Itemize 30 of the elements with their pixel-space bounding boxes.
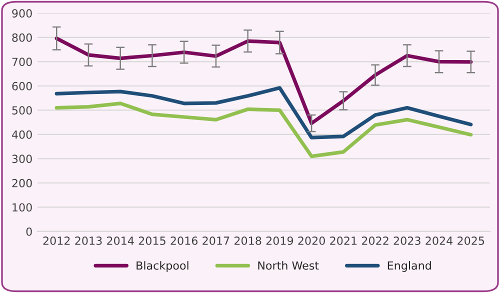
y-tick-label: 500 [12,106,32,115]
legend-label: England [388,261,431,272]
y-tick-label: 300 [12,154,32,164]
y-tick-label: 700 [12,58,32,66]
x-tick-label: 2025 [458,236,484,245]
y-tick-label: 200 [12,178,32,188]
legend-label: Blackpool [136,261,188,272]
y-tick-label: 600 [12,82,32,90]
x-tick-label: 2014 [107,236,134,245]
x-tick-label: 2012 [43,236,70,245]
y-tick-label: 100 [12,203,32,212]
x-tick-label: 2024 [426,236,453,245]
line-series [54,102,473,158]
x-tick-label: 2019 [266,236,294,245]
x-tick-label: 2017 [202,236,230,245]
y-tick-label: 900 [12,9,32,18]
legend-label: North West [258,261,319,270]
x-tick-label: 2013 [75,236,102,245]
x-tick-label: 2023 [394,236,420,245]
x-tick-label: 2018 [234,236,262,245]
x-tick-label: 2021 [330,236,357,245]
y-tick-label: 0 [26,227,32,236]
x-tick-label: 2016 [170,236,198,245]
line-series [54,36,473,126]
x-tick-label: 2022 [362,236,388,245]
y-tick-label: 800 [12,33,32,42]
line-series [54,86,473,140]
x-tick-label: 2015 [138,236,166,245]
y-tick-label: 400 [12,130,32,139]
x-tick-label: 2020 [298,236,325,245]
